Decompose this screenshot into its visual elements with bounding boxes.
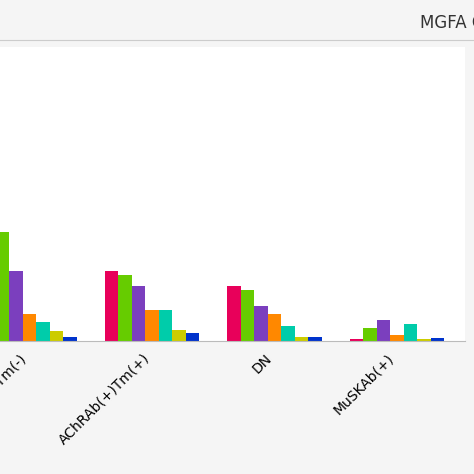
Bar xyxy=(431,338,444,341)
Bar xyxy=(377,320,391,341)
Bar xyxy=(186,333,199,341)
Bar xyxy=(350,339,364,341)
Bar xyxy=(36,322,50,341)
Bar xyxy=(404,324,417,341)
Bar xyxy=(268,314,281,341)
Bar xyxy=(172,329,186,341)
Bar xyxy=(0,232,9,341)
Bar xyxy=(308,337,322,341)
Bar xyxy=(132,286,146,341)
Text: MGFA C: MGFA C xyxy=(420,14,474,32)
Bar xyxy=(118,274,132,341)
Bar xyxy=(241,291,255,341)
Bar xyxy=(50,331,63,341)
Bar xyxy=(23,314,36,341)
Bar xyxy=(159,310,172,341)
Bar xyxy=(364,328,377,341)
Bar xyxy=(417,339,431,341)
Bar xyxy=(105,271,118,341)
Bar xyxy=(9,271,23,341)
Bar xyxy=(63,337,77,341)
Bar xyxy=(146,310,159,341)
Bar xyxy=(228,286,241,341)
Bar xyxy=(255,306,268,341)
Bar xyxy=(295,337,308,341)
Bar xyxy=(391,336,404,341)
Bar xyxy=(281,326,295,341)
